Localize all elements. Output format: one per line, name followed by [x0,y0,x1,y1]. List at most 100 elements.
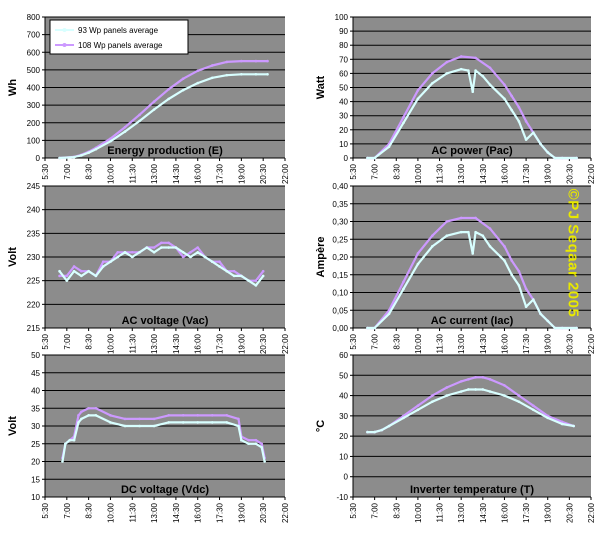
y-tick-label: 235 [27,229,41,238]
data-point [517,284,521,287]
data-point [553,156,557,160]
y-tick-label: 400 [27,84,41,93]
data-point [560,326,564,330]
data-point [488,378,492,381]
y-tick-label: 0,05 [332,306,348,315]
y-tick-label: 60 [339,351,348,360]
data-point [87,406,90,410]
data-point [61,460,64,463]
data-point [467,388,470,391]
data-point [416,252,420,255]
x-tick-label: 19:00 [237,333,246,354]
data-point [366,326,369,330]
y-tick-label: 100 [27,136,41,145]
data-point [58,269,61,273]
y-tick-label: 50 [339,84,348,93]
x-tick-label: 7:00 [371,163,380,179]
data-point [366,430,369,434]
data-point [387,424,391,428]
y-tick-label: 0 [344,154,349,163]
x-tick-label: 10:00 [414,502,423,523]
data-point [181,88,185,92]
data-point [532,408,535,412]
x-tick-label: 13:00 [457,502,466,523]
data-point [254,72,258,76]
data-point [481,234,485,237]
x-tick-label: 13:00 [457,163,466,184]
data-point [65,279,69,282]
data-point [510,94,513,98]
data-point [160,246,163,249]
y-tick-label: 60 [339,69,348,78]
chart-title: AC current (Iac) [431,315,514,327]
data-point [416,404,420,408]
data-point [58,156,61,160]
x-tick-label: 22:00 [281,163,290,184]
data-point [546,416,550,420]
chart-inverter_temperature: -10 0 10 20 30 40 50 60 5:30 7:00 8:30 10:00 11:30 13… [315,351,596,523]
data-point [546,319,550,323]
data-point [431,245,434,248]
data-point [416,89,420,92]
x-tick-label: 7:00 [63,333,72,349]
data-point [130,255,134,259]
data-point [196,414,200,417]
data-point [366,156,369,160]
x-tick-label: 5:30 [349,333,358,349]
y-axis-label: Ampère [315,237,327,278]
x-tick-label: 22:00 [281,502,290,523]
y-tick-label: 20 [339,432,348,441]
data-point [445,386,449,389]
data-point [459,55,463,58]
y-tick-label: 600 [27,48,41,57]
data-point [87,269,90,273]
data-point [260,446,264,449]
data-point [260,442,264,446]
x-tick-label: 5:30 [349,502,358,518]
data-point [109,421,112,424]
data-point [488,227,492,230]
y-tick-label: 50 [31,351,40,360]
data-point [247,442,250,446]
data-point [181,414,185,417]
data-point [152,100,156,103]
copyright-watermark: ©PJ Seqaar 2005 [553,175,593,330]
data-point [225,269,229,273]
chart-title: DC voltage (Vdc) [121,484,209,496]
data-point [431,72,434,75]
data-point [474,69,477,72]
data-point [510,259,513,262]
x-tick-label: 7:00 [63,502,72,518]
chart-dc_voltage: 10 15 20 25 30 35 40 45 50 5:30 7:00 8:30 10:00 11:30… [7,351,290,523]
data-point [196,81,200,85]
data-point [459,390,463,393]
data-point [459,380,463,383]
x-tick-label: 14:30 [172,502,181,523]
data-point [402,280,405,284]
data-point [467,230,470,234]
x-tick-label: 20:30 [565,163,574,184]
x-tick-label: 14:30 [479,163,488,184]
x-tick-label: 13:00 [150,163,159,184]
data-point [553,326,557,330]
y-tick-label: 200 [27,119,41,128]
x-tick-label: 11:30 [128,333,137,353]
chart-ac_voltage: 215 220 225 230 235 240 245 5:30 7:00 8:30 10:00 11… [7,182,290,354]
x-tick-label: 17:30 [216,502,225,523]
data-point [77,421,80,424]
data-point [225,60,229,64]
x-tick-label: 13:00 [150,333,159,354]
x-tick-label: 5:30 [41,333,50,349]
data-point [467,378,470,381]
x-tick-label: 20:30 [259,163,268,184]
y-tick-label: 10 [31,493,40,502]
x-tick-label: 8:30 [85,163,94,179]
data-point [431,400,434,403]
data-point [524,287,528,291]
data-point [373,430,376,434]
y-tick-label: 20 [31,458,40,467]
data-point [138,250,141,254]
y-tick-label: 0 [344,473,349,482]
data-point [572,424,575,428]
